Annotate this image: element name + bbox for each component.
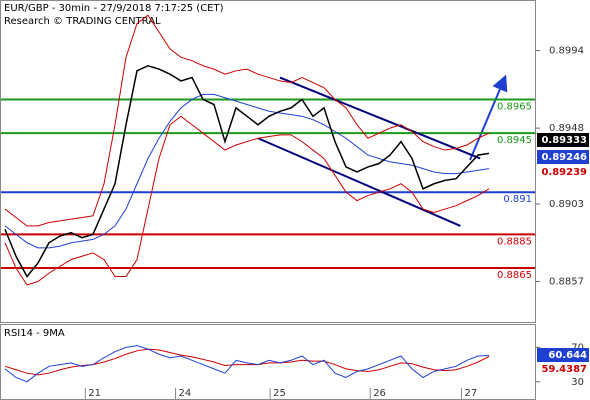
series-line — [4, 348, 490, 376]
series-line — [4, 93, 490, 249]
level-label: 0.891 — [503, 194, 532, 205]
series-line — [4, 115, 490, 286]
y-tick-label: 70 — [571, 342, 584, 353]
x-tick-label: 24 — [179, 388, 192, 399]
price-tag: 0.89246 — [541, 152, 587, 163]
y-tick-label: 30 — [571, 377, 584, 388]
y-tick-label: 0.8948 — [549, 123, 584, 134]
y-tick-label: 0.8903 — [549, 199, 584, 210]
price-tag-box — [537, 133, 589, 147]
forecast-arrow — [469, 74, 508, 161]
y-tick-label: 0.8857 — [549, 277, 584, 288]
price-tag: 60.644 — [548, 350, 587, 361]
level-label: 0.8965 — [497, 101, 532, 112]
chart-subtitle: Research © TRADING CENTRAL — [4, 16, 161, 27]
price-tag-box — [537, 150, 589, 164]
channel-line — [257, 137, 461, 227]
price-tag-box — [537, 348, 589, 362]
chart-title: EUR/GBP - 30min - 27/9/2018 7:17:25 (CET… — [4, 3, 224, 14]
price-tag: 0.89239 — [541, 167, 587, 178]
rsi-panel — [0, 324, 536, 400]
channel-line — [279, 76, 481, 160]
x-tick-label: 26 — [373, 388, 386, 399]
series-line — [4, 14, 490, 227]
level-label: 0.8885 — [497, 236, 532, 247]
level-label: 0.8945 — [497, 135, 532, 146]
price-tag: 59.4387 — [541, 364, 587, 375]
price-panel — [0, 0, 536, 323]
rsi-title: RSI14 - 9MA — [4, 328, 65, 339]
x-tick-label: 25 — [273, 388, 286, 399]
level-label: 0.8865 — [497, 270, 532, 281]
series-line — [4, 64, 490, 278]
x-tick-label: 27 — [465, 388, 478, 399]
series-line — [4, 345, 490, 383]
y-tick-label: 0.8994 — [549, 46, 584, 57]
x-tick-label: 21 — [88, 388, 101, 399]
price-tag: 0.89333 — [541, 135, 587, 146]
